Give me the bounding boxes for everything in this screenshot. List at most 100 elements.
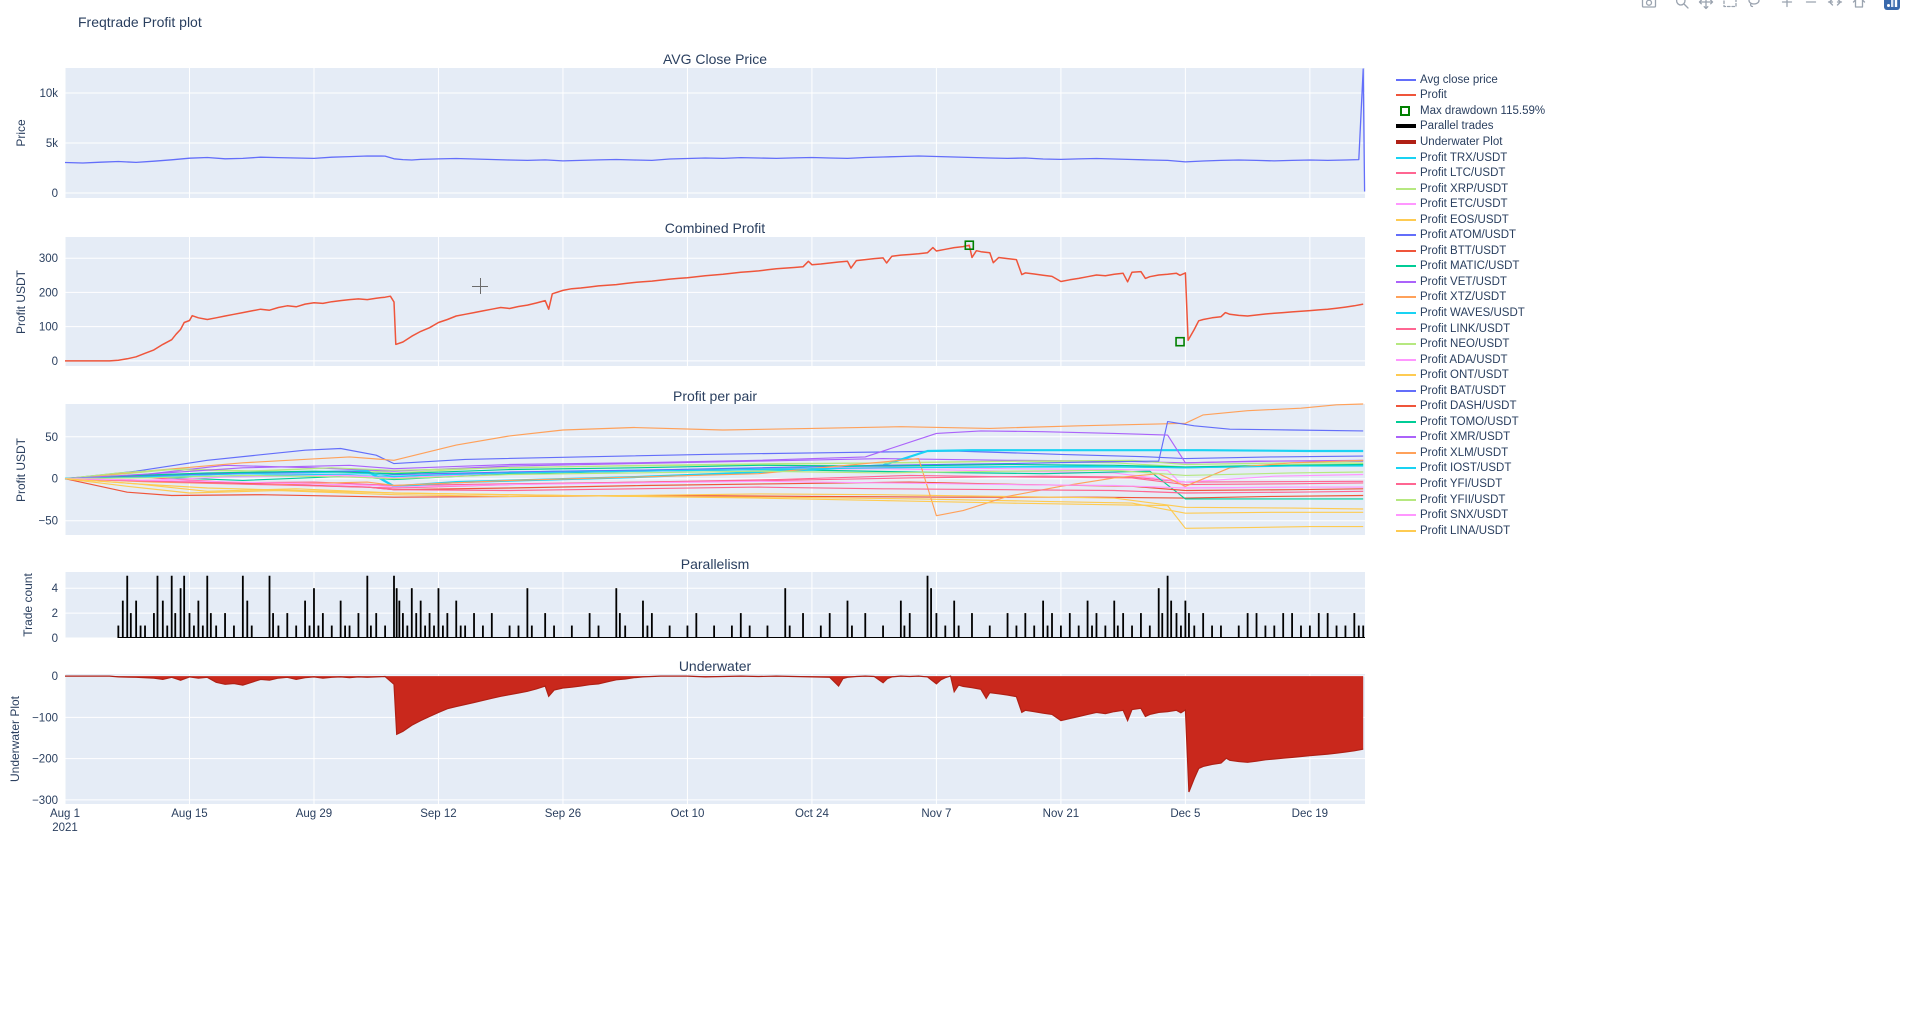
legend-label: Profit XLM/USDT — [1420, 446, 1509, 459]
x-tick-label: Nov 21 — [1043, 808, 1079, 820]
series-profit-tomo-usdt — [64, 463, 1364, 480]
reset-axes-icon[interactable] — [1847, 0, 1871, 14]
plot-area-avg-close-price[interactable] — [65, 68, 1365, 198]
plotly-logo[interactable] — [1880, 0, 1904, 14]
zoom-in-icon[interactable] — [1775, 0, 1799, 14]
series-profit — [65, 244, 1364, 362]
trade-count-bar — [277, 625, 280, 638]
x-tick-label: Aug 1 — [50, 808, 80, 820]
x-tick-label: Aug 15 — [171, 808, 207, 820]
legend-item[interactable]: Profit TOMO/USDT — [1396, 414, 1545, 430]
trade-count-bar — [784, 588, 787, 638]
trade-count-bar — [1157, 588, 1160, 638]
legend-line-swatch-icon — [1396, 172, 1420, 175]
trade-count-bar — [401, 613, 404, 638]
legend-item[interactable]: Profit WAVES/USDT — [1396, 305, 1545, 321]
trade-count-bar — [339, 600, 342, 638]
legend-item[interactable]: Profit IOST/USDT — [1396, 461, 1545, 477]
legend-item[interactable]: Profit ETC/USDT — [1396, 196, 1545, 212]
trade-count-bar — [415, 613, 418, 638]
legend-item[interactable]: Profit ONT/USDT — [1396, 367, 1545, 383]
subplot-title-profit-per-pair: Profit per pair — [672, 388, 758, 404]
legend-label: Profit MATIC/USDT — [1420, 260, 1520, 273]
trade-count-bar — [129, 613, 132, 638]
legend-line-swatch-icon — [1396, 311, 1420, 314]
legend-label: Profit DASH/USDT — [1420, 400, 1517, 413]
y-tick-label: 0 — [52, 188, 58, 200]
trade-count-bar — [899, 600, 902, 638]
legend-item[interactable]: Avg close price — [1396, 72, 1545, 88]
legend-item[interactable]: Profit ADA/USDT — [1396, 352, 1545, 368]
legend-item[interactable]: Profit ATOM/USDT — [1396, 227, 1545, 243]
trade-count-bar — [250, 625, 253, 638]
legend-item[interactable]: Parallel trades — [1396, 119, 1545, 135]
legend-item[interactable]: Profit VET/USDT — [1396, 274, 1545, 290]
legend-item[interactable]: Profit XTZ/USDT — [1396, 290, 1545, 306]
trade-count-bar — [179, 588, 182, 638]
trade-count-bar — [935, 613, 938, 638]
trade-count-bar — [748, 625, 751, 638]
trade-count-bar — [971, 613, 973, 638]
autoscale-icon[interactable] — [1823, 0, 1847, 14]
trade-count-bar — [156, 575, 159, 638]
legend-line-swatch-icon — [1396, 451, 1420, 454]
legend-item[interactable]: Max drawdown 115.59% — [1396, 103, 1545, 119]
trade-count-bar — [1357, 625, 1360, 638]
trade-count-bar — [464, 625, 467, 638]
trade-count-bar — [1059, 625, 1062, 638]
trade-count-bar — [1175, 613, 1178, 638]
zoom-icon[interactable] — [1670, 0, 1694, 14]
legend-label: Profit EOS/USDT — [1420, 213, 1509, 226]
trade-count-bar — [1095, 613, 1098, 638]
box-select-icon[interactable] — [1718, 0, 1742, 14]
legend-item[interactable]: Profit TRX/USDT — [1396, 150, 1545, 166]
legend-item[interactable]: Profit EOS/USDT — [1396, 212, 1545, 228]
page-title: Freqtrade Profit plot — [78, 14, 202, 30]
legend-line-swatch-icon — [1396, 467, 1420, 470]
modebar — [1628, 0, 1904, 14]
legend-item[interactable]: Profit MATIC/USDT — [1396, 259, 1545, 275]
max-drawdown-marker — [964, 240, 975, 251]
legend-item[interactable]: Profit XMR/USDT — [1396, 430, 1545, 446]
legend-item[interactable]: Underwater Plot — [1396, 134, 1545, 150]
pan-icon[interactable] — [1694, 0, 1718, 14]
legend-line-swatch-icon — [1396, 156, 1420, 159]
lasso-select-icon[interactable] — [1742, 0, 1766, 14]
legend-item[interactable]: Profit SNX/USDT — [1396, 507, 1545, 523]
legend-item[interactable]: Profit LTC/USDT — [1396, 165, 1545, 181]
y-tick-label: 0 — [52, 633, 58, 645]
trade-count-bar — [174, 613, 177, 638]
trade-count-bar — [1264, 625, 1267, 638]
legend-item[interactable]: Profit LINK/USDT — [1396, 321, 1545, 337]
legend-item[interactable]: Profit BTT/USDT — [1396, 243, 1545, 259]
series-profit-atom-usdt — [64, 447, 1364, 480]
x-tick-label: Oct 24 — [795, 808, 829, 820]
legend-item[interactable]: Profit XRP/USDT — [1396, 181, 1545, 197]
legend-item[interactable]: Profit DASH/USDT — [1396, 398, 1545, 414]
legend-label: Max drawdown 115.59% — [1420, 104, 1546, 117]
trade-count-bar — [304, 600, 306, 638]
trade-count-bar — [828, 613, 831, 638]
trade-count-bar — [953, 600, 956, 638]
legend-item[interactable]: Profit LINA/USDT — [1396, 523, 1545, 539]
trade-count-bar — [286, 613, 289, 638]
camera-icon[interactable] — [1637, 0, 1661, 14]
legend-item[interactable]: Profit — [1396, 88, 1545, 104]
legend-item[interactable]: Profit YFI/USDT — [1396, 476, 1545, 492]
trade-count-bar — [508, 625, 511, 638]
trade-count-bar — [209, 613, 212, 638]
legend-item[interactable]: Profit BAT/USDT — [1396, 383, 1545, 399]
trade-count-bar — [530, 625, 533, 638]
plot-area-combined-profit[interactable] — [65, 237, 1365, 366]
zoom-out-icon[interactable] — [1799, 0, 1823, 14]
y-tick-label: 200 — [39, 287, 58, 299]
trade-count-bar — [446, 613, 449, 638]
trade-count-bar — [428, 613, 431, 638]
legend-item[interactable]: Profit XLM/USDT — [1396, 445, 1545, 461]
trade-count-bar — [490, 613, 493, 638]
legend-item[interactable]: Profit YFII/USDT — [1396, 492, 1545, 508]
legend-item[interactable]: Profit NEO/USDT — [1396, 336, 1545, 352]
trade-count-bar — [864, 613, 867, 638]
legend-label: Profit WAVES/USDT — [1420, 306, 1525, 319]
